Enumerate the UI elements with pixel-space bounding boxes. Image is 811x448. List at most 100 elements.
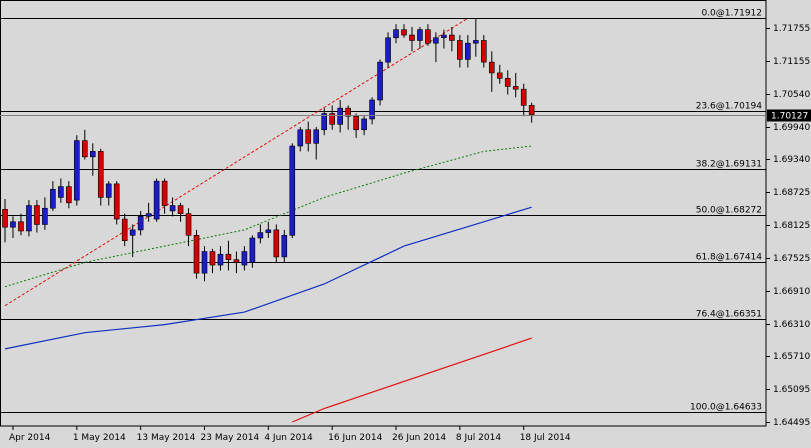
candlestick	[409, 26, 415, 52]
candle-body	[18, 221, 24, 232]
candle-body	[329, 113, 335, 125]
current-price-box	[767, 109, 811, 122]
candlestick	[58, 178, 64, 203]
candle-body	[217, 253, 224, 266]
candlestick	[313, 127, 320, 160]
candle-body	[201, 251, 208, 274]
candlestick	[209, 248, 216, 274]
candlestick	[201, 246, 208, 282]
candlestick	[10, 216, 16, 238]
candlestick	[257, 224, 264, 244]
candle-body	[193, 234, 200, 274]
x-tick-label: 16 Jun 2014	[328, 433, 382, 443]
candle-body	[185, 213, 192, 236]
candlestick	[169, 197, 176, 217]
candlestick	[273, 224, 280, 263]
candle-body	[66, 186, 72, 204]
fibonacci-levels: 0.0@1.71912 23.6@1.70194 38.2@1.69131 50.0@…	[0, 9, 766, 413]
candle-body	[361, 118, 367, 131]
candlestick	[113, 181, 120, 225]
candle-body	[369, 99, 375, 120]
candle-body	[457, 40, 463, 60]
y-tick-label: 1.67525	[773, 254, 810, 264]
candlestick	[105, 181, 112, 206]
candle-body	[313, 129, 320, 144]
candle-body	[153, 180, 160, 220]
candlestick	[345, 105, 351, 130]
candlestick	[233, 251, 240, 274]
candlestick	[417, 26, 423, 49]
x-tick-label: 26 Jun 2014	[392, 433, 446, 443]
candle-body	[480, 40, 487, 63]
candlestick	[121, 213, 128, 247]
short-moving-average-line	[4, 145, 532, 288]
candlestick	[241, 246, 248, 271]
candle-body	[34, 205, 40, 225]
y-tick-label: 1.64495	[773, 418, 810, 428]
moving-averages	[4, 145, 532, 423]
candle-body	[10, 221, 16, 228]
candlestick	[225, 240, 232, 271]
y-tick-label: 1.68125	[773, 221, 810, 231]
candlestick	[193, 229, 200, 279]
candlestick	[265, 221, 272, 238]
candlestick	[50, 181, 56, 211]
y-tick-label: 1.71155	[773, 57, 810, 67]
candle-body	[113, 183, 120, 220]
candlestick	[377, 59, 383, 106]
candlestick	[337, 100, 343, 133]
candle-body	[249, 237, 256, 263]
candle-body	[289, 145, 296, 236]
candle-body	[496, 72, 503, 79]
candlestick	[153, 178, 160, 222]
candle-body	[74, 140, 80, 201]
x-tick-label: 4 Jun 2014	[264, 433, 313, 443]
candlestick	[185, 208, 192, 247]
candle-body	[433, 37, 439, 44]
y-tick-label: 1.70540	[773, 90, 810, 100]
candlestick	[217, 246, 224, 271]
x-tick-label: Apr 2014	[9, 433, 51, 443]
candlestick	[520, 83, 527, 117]
candlestick	[480, 35, 487, 68]
fib-level-label: 50.0@1.68272	[696, 206, 762, 216]
fib-level-label: 0.0@1.71912	[701, 9, 762, 19]
candlestick	[512, 72, 519, 98]
candlestick	[289, 143, 296, 238]
plot-frame	[0, 0, 767, 427]
candle-body	[297, 129, 304, 147]
candle-body	[50, 188, 56, 209]
x-tick-label: 1 May 2014	[73, 433, 126, 443]
candlestick	[34, 200, 40, 233]
candle-body	[137, 216, 144, 231]
candle-body	[161, 180, 168, 206]
candle-body	[82, 140, 88, 158]
candle-body	[225, 253, 232, 260]
candlestick	[457, 35, 463, 68]
candle-body	[26, 205, 32, 232]
candlestick	[177, 202, 184, 222]
trendline-group	[4, 17, 469, 307]
candlestick	[18, 213, 24, 236]
candlestick	[465, 35, 471, 68]
fib-level-label: 61.8@1.67414	[696, 253, 763, 263]
candle-body	[89, 151, 96, 158]
candle-body	[265, 229, 272, 233]
candlestick	[393, 24, 399, 44]
y-tick-label: 1.66310	[773, 320, 810, 330]
x-tick-label: 13 May 2014	[137, 433, 196, 443]
y-tick-label: 1.69340	[773, 155, 810, 165]
medium-moving-average-line	[4, 206, 532, 350]
candle-body	[393, 29, 399, 39]
current-price-label: 1.70127	[771, 112, 808, 122]
y-tick-label: 1.65710	[773, 352, 810, 362]
candlestick	[488, 51, 495, 92]
candlestick	[361, 116, 367, 136]
candle-body	[473, 40, 479, 44]
candle-body	[401, 29, 407, 36]
candle-body	[129, 229, 136, 236]
y-tick-label: 1.71755	[773, 24, 810, 34]
candle-body	[353, 115, 359, 131]
